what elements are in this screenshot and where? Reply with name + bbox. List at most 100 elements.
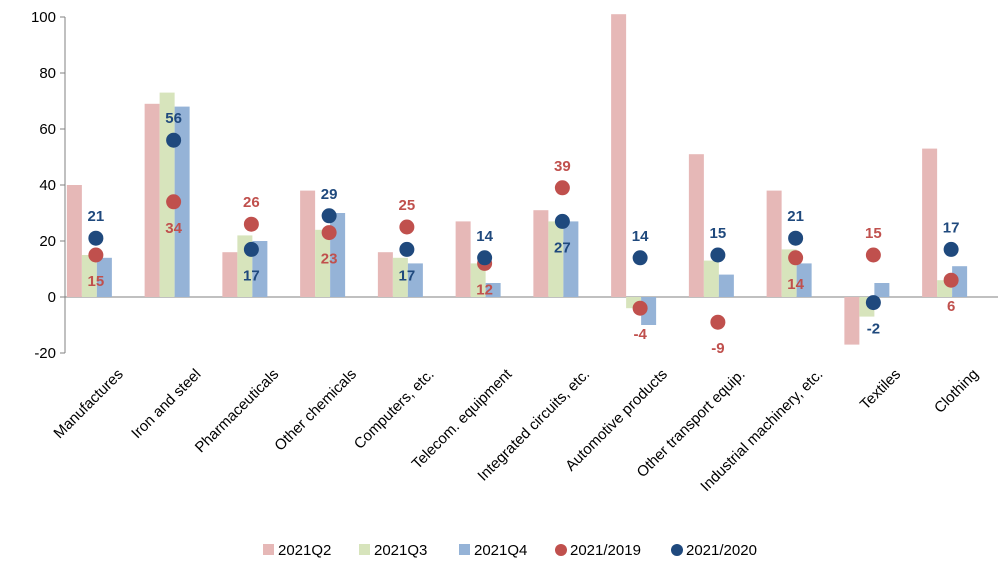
legend-label: 2021Q2 [278,542,331,559]
category-label: Other chemicals [271,366,360,455]
bar-2021q3 [470,263,486,297]
data-label-2021-2019: 6 [947,298,955,315]
bar-2021q3 [81,255,97,297]
dot-2021-2020 [710,247,726,263]
bar-2021q4 [485,283,501,297]
data-label-2021-2020: 27 [554,239,571,256]
y-tick-label: 100 [31,9,56,26]
dot-2021-2020 [554,213,570,229]
dot-2021-2019 [554,180,570,196]
bar-2021q3 [626,297,642,309]
dot-2021-2020 [632,250,648,266]
dot-2021-2020 [166,132,182,148]
category-label: Computers, etc. [351,366,438,453]
dot-2021-2020 [865,295,881,311]
bar-2021q2 [844,297,860,345]
dot-2021-2020 [477,250,493,266]
axes: -20 0 20 40 60 80 100 [31,9,998,362]
bar-2021q3 [392,257,408,297]
bar-2021q2 [377,252,393,297]
legend-label: 2021/2020 [686,542,757,559]
legend-label: 2021Q4 [474,542,527,559]
data-label-2021-2020: 21 [88,208,105,225]
data-label-2021-2019: 15 [88,273,105,290]
data-label-2021-2020: 14 [632,228,649,245]
legend-swatch-2021q2 [263,544,274,555]
category-label: Iron and steel [128,366,204,442]
legend-swatch-2021-2019 [555,544,567,556]
bar-2021q2 [144,103,160,297]
bar-2021q2 [688,154,704,297]
dot-2021-2020 [399,241,415,257]
y-tick-label: 60 [39,121,56,138]
data-label-2021-2019: 14 [787,276,804,293]
dot-2021-2019 [243,216,259,232]
data-label-2021-2019: 15 [865,225,882,242]
dot-2021-2020 [88,230,104,246]
y-tick-label: 80 [39,65,56,82]
bar-2021q3 [315,229,331,297]
bar-2021q3 [548,221,564,297]
bar-2021q3 [703,260,719,297]
bar-2021q2 [533,210,549,297]
dot-2021-2019 [321,225,337,241]
data-label-2021-2020: 29 [321,186,338,203]
dot-2021-2020 [788,230,804,246]
legend-swatch-2021q4 [459,544,470,555]
dot-2021-2019 [865,247,881,263]
dot-2021-2019 [632,300,648,316]
category-label: Pharmaceuticals [192,366,282,456]
bars [66,14,968,345]
bar-2021q4 [952,266,968,297]
legend-swatch-2021q3 [359,544,370,555]
data-label-2021-2019: 12 [476,281,493,298]
bar-2021q4 [563,221,579,297]
bar-2021q2 [66,185,82,297]
y-tick-label: 40 [39,177,56,194]
category-label: Manufactures [50,366,126,442]
bar-2021q4 [96,257,112,297]
bar-2021q2 [222,252,238,297]
bar-2021q4 [174,106,190,297]
data-label-2021-2019: 39 [554,158,571,175]
data-label-2021-2019: -4 [633,326,647,343]
data-label-2021-2020: 21 [787,208,804,225]
dot-2021-2020 [321,208,337,224]
dot-2021-2020 [943,241,959,257]
data-label-2021-2020: 17 [943,219,960,236]
data-labels: 15 34 26 23 25 12 39 -4 -9 14 15 6 21 56 17 29 17 14 27 14 1… [88,110,960,357]
category-labels: Manufactures Iron and steelPharmaceutical… [50,365,982,495]
y-tick-label: 20 [39,233,56,250]
data-label-2021-2020: -2 [867,321,880,338]
data-label-2021-2019: 23 [321,251,338,268]
data-label-2021-2019: 34 [165,220,182,237]
dot-2021-2019 [943,272,959,288]
data-label-2021-2019: 26 [243,194,260,211]
bar-2021q2 [766,190,782,297]
legend-swatch-2021-2020 [671,544,683,556]
data-label-2021-2020: 15 [710,225,727,242]
bar-2021q4 [718,274,734,297]
bar-2021q4 [407,263,423,297]
data-label-2021-2020: 17 [399,267,416,284]
data-label-2021-2019: -9 [711,340,724,357]
dot-2021-2019 [88,247,104,263]
dot-2021-2019 [166,194,182,210]
bar-2021q2 [611,14,627,297]
data-label-2021-2020: 56 [165,110,182,127]
bar-2021q2 [922,148,938,297]
dot-2021-2020 [243,241,259,257]
dots [88,132,959,330]
bar-2021q2 [300,190,316,297]
data-label-2021-2019: 25 [399,197,416,214]
bar-2021q2 [455,221,471,297]
legend-label: 2021/2019 [570,542,641,559]
category-label: Textiles [857,366,904,413]
y-tick-label: -20 [34,345,56,362]
data-label-2021-2020: 17 [243,267,260,284]
data-label-2021-2020: 14 [476,228,493,245]
dot-2021-2019 [399,219,415,235]
y-tick-label: 0 [48,289,56,306]
dot-2021-2019 [710,314,726,330]
